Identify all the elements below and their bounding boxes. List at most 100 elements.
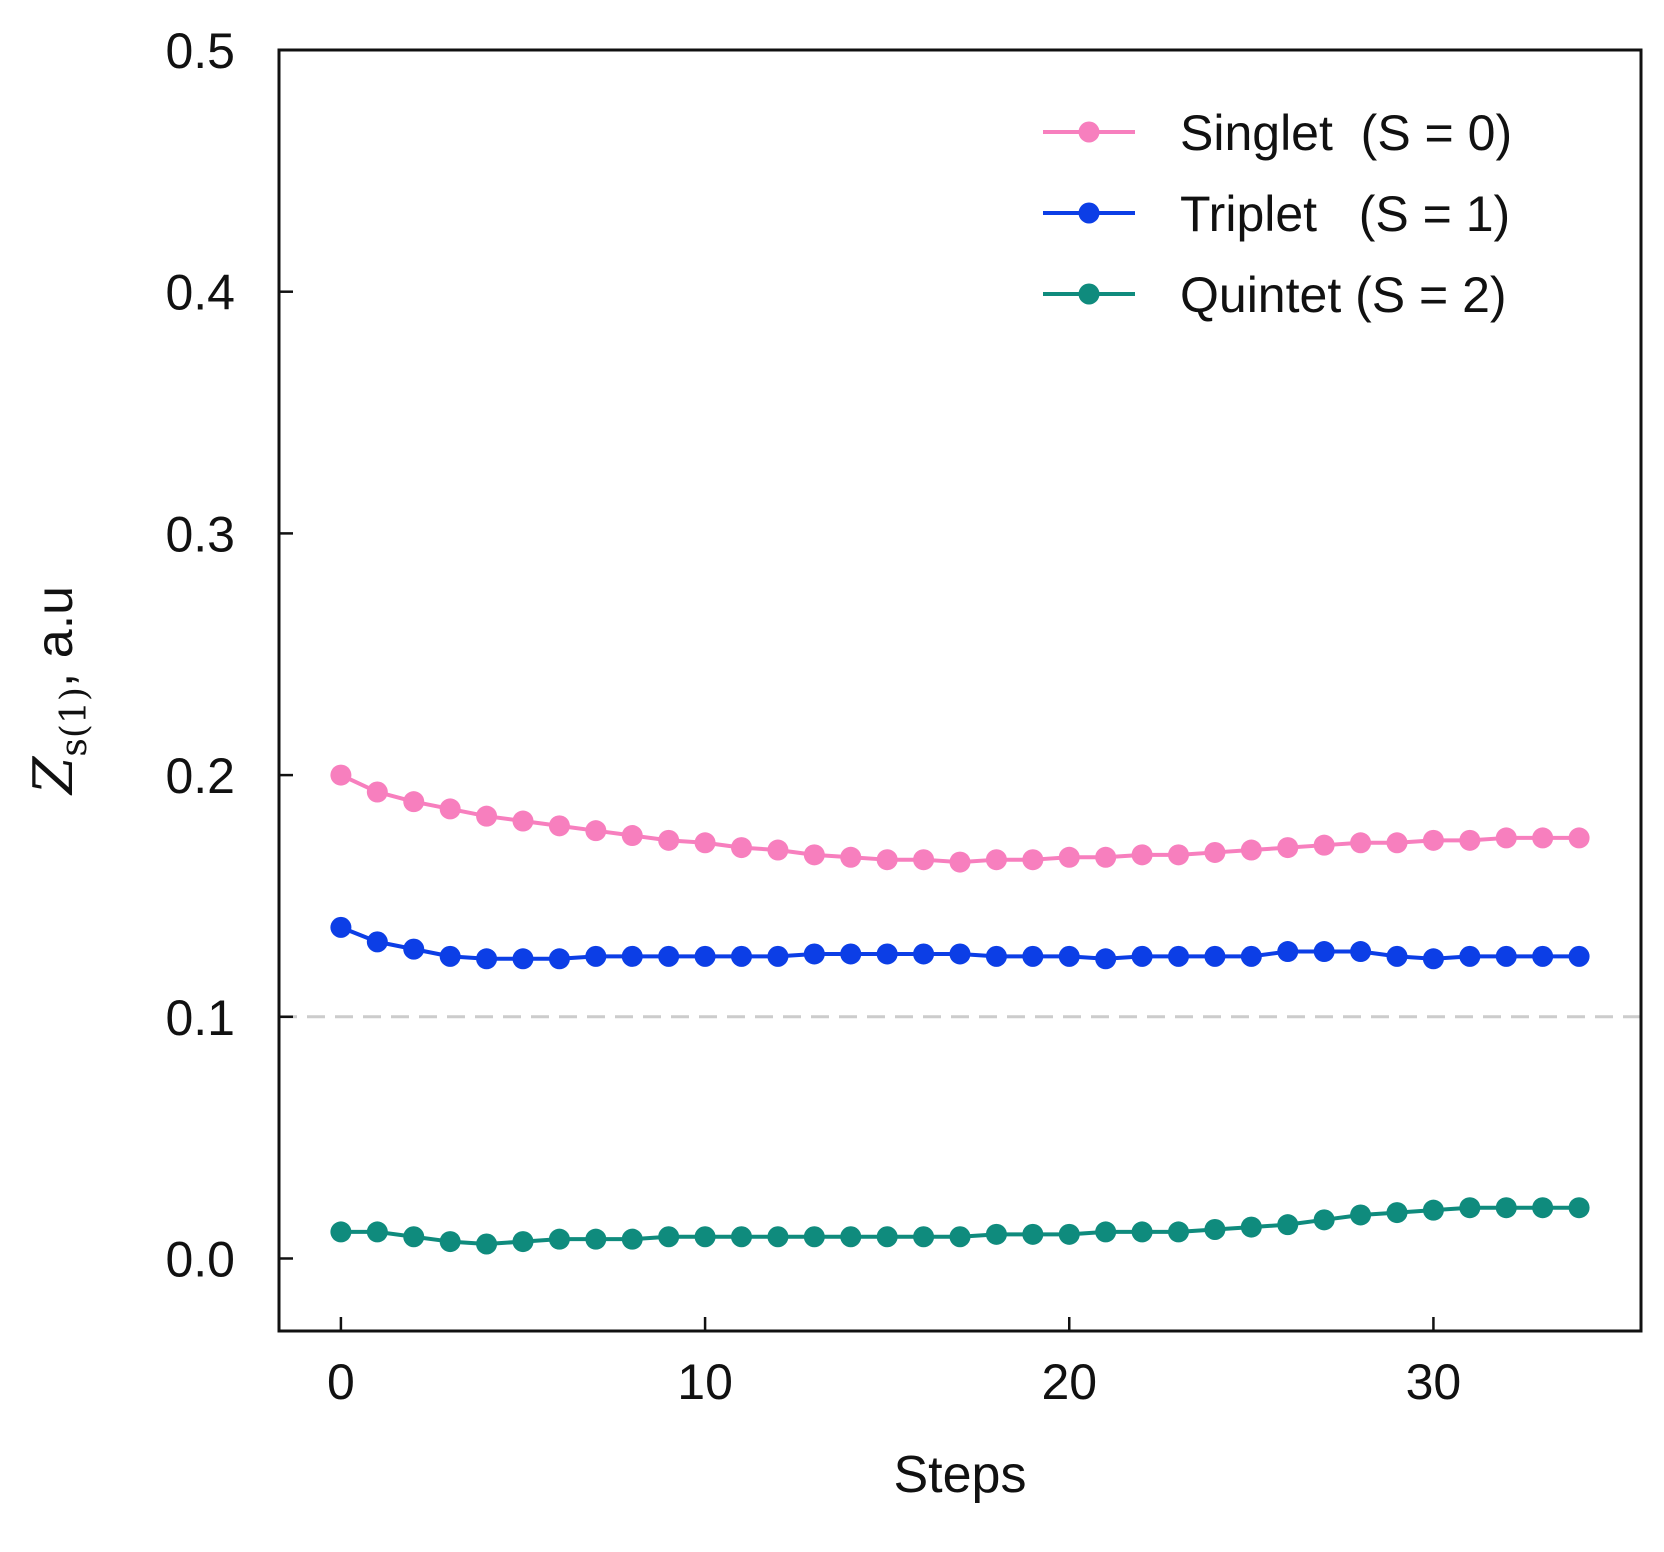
data-point xyxy=(803,943,825,965)
data-point xyxy=(1568,827,1590,849)
data-point xyxy=(876,849,898,871)
data-point xyxy=(1313,834,1335,856)
data-point xyxy=(476,948,498,970)
series-3 xyxy=(330,1197,1590,1255)
data-point xyxy=(913,943,935,965)
data-point xyxy=(366,1221,388,1243)
data-point xyxy=(913,1226,935,1248)
data-point xyxy=(730,837,752,859)
data-point xyxy=(840,1226,862,1248)
data-point xyxy=(1532,945,1554,967)
y-tick-label: 0.4 xyxy=(165,265,235,321)
legend-label: Quintet (S = 2) xyxy=(1180,267,1507,323)
data-point xyxy=(1277,941,1299,963)
data-point xyxy=(913,849,935,871)
data-point xyxy=(840,846,862,868)
data-point xyxy=(1532,827,1554,849)
data-point xyxy=(403,938,425,960)
data-point xyxy=(1022,945,1044,967)
data-point xyxy=(366,781,388,803)
data-point xyxy=(330,764,352,786)
data-point xyxy=(767,839,789,861)
y-tick-label: 0.5 xyxy=(165,23,235,79)
data-point xyxy=(1386,1202,1408,1224)
data-point xyxy=(621,1228,643,1250)
data-point xyxy=(1350,832,1372,854)
legend-marker xyxy=(1078,283,1100,305)
data-point xyxy=(1386,945,1408,967)
legend-label: Triplet (S = 1) xyxy=(1180,186,1510,242)
data-point xyxy=(1095,948,1117,970)
legend: Singlet (S = 0) Triplet (S = 1) Quintet (S… xyxy=(1043,105,1512,323)
data-point xyxy=(585,820,607,842)
y-axis-title-symbol: Z xyxy=(22,755,85,796)
data-point xyxy=(366,931,388,953)
data-point xyxy=(621,945,643,967)
data-point xyxy=(1350,941,1372,963)
data-point xyxy=(1313,941,1335,963)
x-tick-label: 20 xyxy=(1041,1354,1097,1410)
data-point xyxy=(949,1226,971,1248)
data-point xyxy=(1495,945,1517,967)
data-point xyxy=(694,832,716,854)
data-point xyxy=(1058,945,1080,967)
data-point xyxy=(1131,844,1153,866)
data-point xyxy=(876,1226,898,1248)
data-point xyxy=(439,945,461,967)
y-tick-label: 0.1 xyxy=(165,990,235,1046)
data-point xyxy=(1131,1221,1153,1243)
y-tick-label: 0.2 xyxy=(165,748,235,804)
data-point xyxy=(1495,1197,1517,1219)
data-point xyxy=(1532,1197,1554,1219)
data-point xyxy=(1568,945,1590,967)
data-point xyxy=(476,805,498,827)
data-point xyxy=(1277,837,1299,859)
plot-area xyxy=(279,764,1641,1255)
data-point xyxy=(1058,846,1080,868)
data-point xyxy=(985,945,1007,967)
data-point xyxy=(985,849,1007,871)
data-point xyxy=(1168,1221,1190,1243)
data-point xyxy=(1313,1209,1335,1231)
data-point xyxy=(658,1226,680,1248)
data-point xyxy=(1131,945,1153,967)
data-point xyxy=(1240,945,1262,967)
data-point xyxy=(1459,829,1481,851)
x-axis: 0 10 20 30 xyxy=(327,1317,1461,1410)
data-point xyxy=(1022,1223,1044,1245)
legend-marker xyxy=(1078,202,1100,224)
data-point xyxy=(1277,1214,1299,1236)
x-tick-label: 10 xyxy=(677,1354,733,1410)
data-point xyxy=(694,945,716,967)
data-point xyxy=(949,943,971,965)
data-point xyxy=(1459,945,1481,967)
data-point xyxy=(439,1231,461,1253)
y-tick-label: 0.0 xyxy=(165,1231,235,1287)
data-point xyxy=(548,1228,570,1250)
data-point xyxy=(949,851,971,873)
y-axis-title-subscript: s(1) xyxy=(54,687,95,756)
data-point xyxy=(439,798,461,820)
y-axis: 0.0 0.1 0.2 0.3 0.4 0.5 xyxy=(165,23,293,1287)
data-point xyxy=(1022,849,1044,871)
data-point xyxy=(548,815,570,837)
data-point xyxy=(694,1226,716,1248)
data-point xyxy=(1422,1199,1444,1221)
data-point xyxy=(1168,844,1190,866)
data-point xyxy=(585,945,607,967)
data-point xyxy=(330,1221,352,1243)
data-point xyxy=(1422,829,1444,851)
series-2 xyxy=(330,916,1590,970)
data-point xyxy=(621,825,643,847)
data-point xyxy=(767,1226,789,1248)
data-point xyxy=(585,1228,607,1250)
data-point xyxy=(803,844,825,866)
data-point xyxy=(730,945,752,967)
data-point xyxy=(658,829,680,851)
data-point xyxy=(985,1223,1007,1245)
data-point xyxy=(1095,1221,1117,1243)
data-point xyxy=(512,1231,534,1253)
x-tick-label: 30 xyxy=(1406,1354,1462,1410)
y-axis-title: Zs(1), a.u xyxy=(22,586,95,796)
